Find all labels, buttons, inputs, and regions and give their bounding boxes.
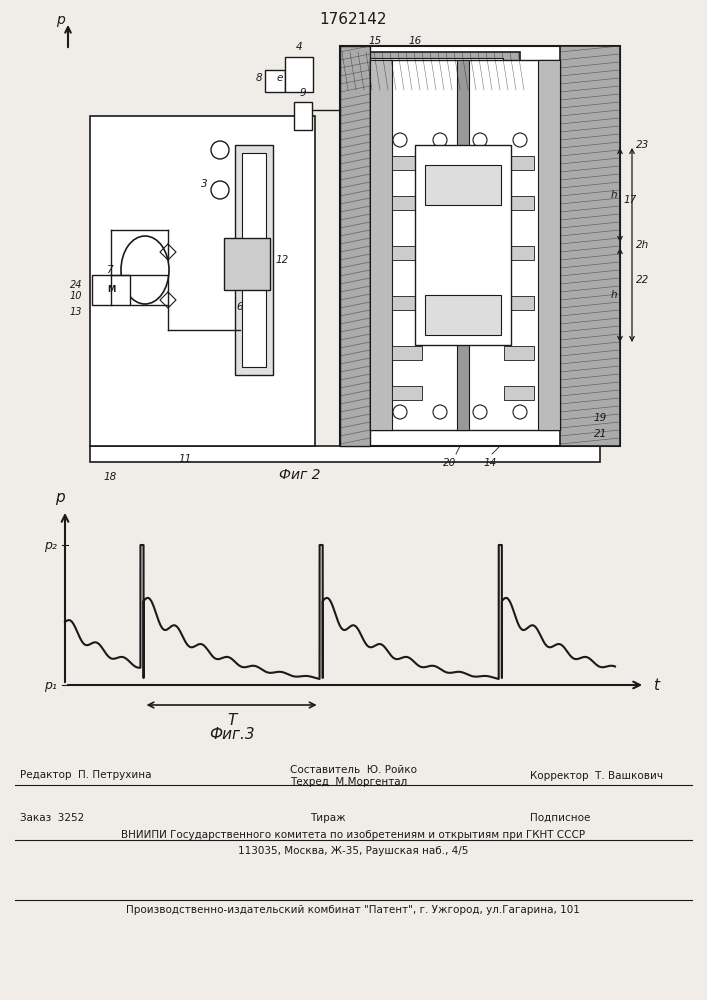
Text: Тираж: Тираж	[310, 813, 346, 823]
Circle shape	[513, 133, 527, 147]
Text: Редактор  П. Петрухина: Редактор П. Петрухина	[20, 770, 151, 780]
Bar	[392, 296, 422, 310]
Bar	[90, 446, 600, 462]
Text: 6: 6	[237, 302, 243, 312]
Bar	[504, 156, 534, 170]
Bar	[340, 46, 370, 446]
Bar	[504, 246, 534, 260]
Text: h: h	[610, 190, 617, 200]
Ellipse shape	[121, 236, 169, 304]
Text: p₁: p₁	[44, 678, 57, 692]
Text: 3: 3	[201, 179, 208, 189]
Text: 8: 8	[255, 73, 262, 83]
Text: Корректор  Т. Вашкович: Корректор Т. Вашкович	[530, 771, 663, 781]
Bar	[504, 296, 534, 310]
Bar	[358, 58, 503, 84]
Circle shape	[211, 181, 229, 199]
Text: 20: 20	[443, 458, 457, 468]
Bar	[285, 57, 313, 92]
Text: 12: 12	[276, 255, 289, 265]
Text: Заказ  3252: Заказ 3252	[20, 813, 84, 823]
Circle shape	[433, 133, 447, 147]
Text: T: T	[227, 713, 236, 728]
Text: 22: 22	[636, 275, 649, 285]
Circle shape	[473, 133, 487, 147]
Text: 13: 13	[69, 307, 82, 317]
Bar	[340, 46, 620, 446]
Text: 7: 7	[106, 265, 113, 275]
Text: Фиг.3: Фиг.3	[209, 727, 255, 742]
Text: 11: 11	[178, 454, 192, 464]
Text: 2h: 2h	[636, 240, 649, 250]
Circle shape	[473, 405, 487, 419]
Text: Подписное: Подписное	[530, 813, 590, 823]
Bar	[504, 386, 534, 400]
Bar	[242, 153, 266, 367]
Bar	[392, 386, 422, 400]
Text: Составитель  Ю. Ройко: Составитель Ю. Ройко	[290, 765, 417, 775]
Bar	[425, 165, 501, 205]
Bar	[392, 246, 422, 260]
Text: Производственно-издательский комбинат "Патент", г. Ужгород, ул.Гагарина, 101: Производственно-издательский комбинат "П…	[126, 905, 580, 915]
Bar	[392, 156, 422, 170]
Text: t: t	[653, 678, 659, 692]
Bar	[560, 46, 620, 446]
Bar	[265, 70, 285, 92]
Bar	[425, 295, 501, 335]
Text: Фиг 2: Фиг 2	[279, 468, 321, 482]
Text: 17: 17	[624, 195, 637, 205]
Text: 14: 14	[484, 458, 496, 468]
Bar	[92, 275, 130, 305]
Bar	[224, 238, 270, 290]
Bar	[235, 145, 273, 375]
Text: 4: 4	[296, 42, 303, 52]
Text: 10: 10	[69, 291, 82, 301]
Text: 21: 21	[594, 429, 607, 439]
Bar	[370, 60, 560, 430]
Text: 24: 24	[69, 280, 82, 290]
Bar	[415, 145, 511, 345]
Text: 19: 19	[594, 413, 607, 423]
Bar	[392, 346, 422, 360]
Text: 16: 16	[409, 36, 421, 46]
Text: Техред  М.Моргентал: Техред М.Моргентал	[290, 777, 407, 787]
Text: 9: 9	[300, 88, 306, 98]
Bar	[370, 60, 392, 430]
Text: ВНИИПИ Государственного комитета по изобретениям и открытиям при ГКНТ СССР: ВНИИПИ Государственного комитета по изоб…	[121, 830, 585, 840]
Bar	[392, 196, 422, 210]
Text: 113035, Москва, Ж-35, Раушская наб., 4/5: 113035, Москва, Ж-35, Раушская наб., 4/5	[238, 846, 468, 856]
Bar	[504, 196, 534, 210]
Text: h: h	[610, 290, 617, 300]
Text: 1762142: 1762142	[320, 12, 387, 27]
Circle shape	[393, 405, 407, 419]
Circle shape	[211, 141, 229, 159]
Text: 23: 23	[636, 140, 649, 150]
Text: p₂: p₂	[44, 538, 57, 552]
Text: p: p	[57, 13, 65, 27]
Text: M: M	[107, 286, 115, 294]
Bar	[340, 52, 520, 90]
Bar	[90, 116, 315, 446]
Text: 15: 15	[368, 36, 382, 46]
Bar	[457, 60, 469, 430]
Bar	[504, 346, 534, 360]
Circle shape	[433, 405, 447, 419]
Text: e: e	[277, 73, 284, 83]
Text: p: p	[55, 490, 65, 505]
Circle shape	[513, 405, 527, 419]
Bar	[294, 102, 312, 130]
Text: 18: 18	[103, 472, 117, 482]
Circle shape	[393, 133, 407, 147]
Bar	[538, 60, 560, 430]
